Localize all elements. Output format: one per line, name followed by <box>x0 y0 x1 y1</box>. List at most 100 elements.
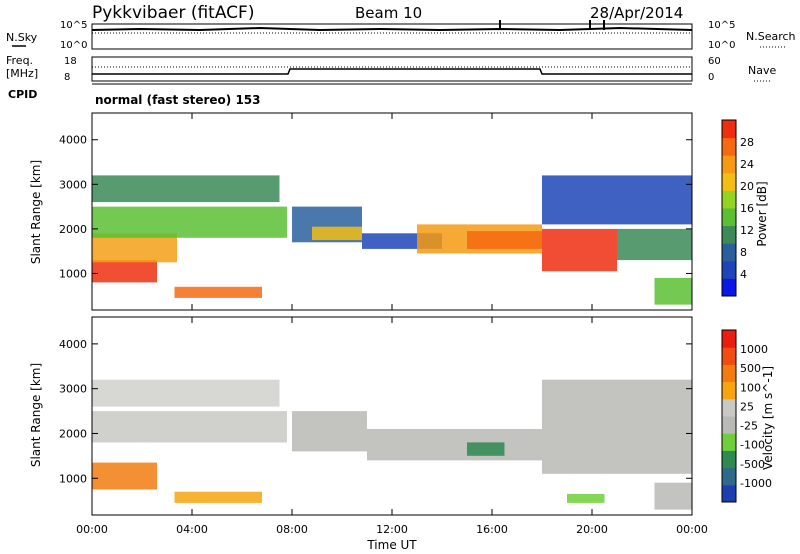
colorbar-segment <box>722 330 736 348</box>
colorbar-segment <box>722 364 736 383</box>
nave-tick-bottom: 0 <box>708 72 714 83</box>
cpid-label: CPID <box>8 88 37 101</box>
y-tick-label: 3000 <box>59 178 87 191</box>
y-tick-label: 1000 <box>59 267 87 280</box>
colorbar-segment <box>722 155 736 174</box>
echo-band <box>654 277 692 305</box>
x-axis-label: Time UT <box>366 538 417 552</box>
y-tick-label: 2000 <box>59 223 87 236</box>
colorbar-tick-label: 100 <box>740 381 761 394</box>
colorbar-tick-label: 16 <box>740 202 754 215</box>
colorbar-tick-label: 28 <box>740 136 754 149</box>
cpid-value: normal (fast stereo) 153 <box>95 93 261 107</box>
power-data-layer <box>92 175 692 305</box>
power-colorbar-label: Power [dB] <box>755 181 769 246</box>
colorbar-tick-label: 12 <box>740 224 754 237</box>
freq-series-line <box>92 68 692 75</box>
beam-label: Beam 10 <box>355 4 422 22</box>
colorbar-segment <box>722 172 736 191</box>
power-y-axis-label: Slant Range [km] <box>29 160 43 264</box>
x-tick-label: 20:00 <box>576 523 608 536</box>
nsky-panel-frame <box>91 23 693 50</box>
power-panel: 1000 2000 3000 4000 Slant Range [km] 4 8 12 16… <box>29 112 769 311</box>
colorbar-tick-label: 25 <box>740 400 754 413</box>
x-tick-label: 00:00 <box>76 523 108 536</box>
echo-band <box>92 379 280 407</box>
echo-band <box>542 175 692 225</box>
colorbar-segment <box>722 484 736 503</box>
echo-band <box>92 260 157 283</box>
x-tick-label: 16:00 <box>476 523 508 536</box>
echo-band <box>367 429 542 461</box>
x-tick-label: 08:00 <box>276 523 308 536</box>
nsky-tick-bottom: 10^0 <box>60 40 87 51</box>
y-tick-label: 1000 <box>59 472 87 485</box>
colorbar-segment <box>722 208 736 227</box>
echo-band <box>92 206 287 238</box>
echo-band <box>92 175 280 203</box>
colorbar-frame <box>721 119 737 297</box>
velocity-panel: 1000 2000 3000 4000 Slant Range [km] 1000 50… <box>29 316 775 516</box>
colorbar-tick-label: 500 <box>740 362 761 375</box>
x-tick-label: 00:00 <box>676 523 708 536</box>
colorbar-tick-label: -500 <box>740 458 765 471</box>
colorbar-segment <box>722 243 736 262</box>
echo-band <box>567 493 605 503</box>
velocity-colorbar-label: Velocity [m s^-1] <box>761 366 775 470</box>
colorbar-segment <box>722 260 736 279</box>
colorbar-segment <box>722 416 736 434</box>
freq-panel-frame <box>91 56 693 82</box>
velocity-colorbar: 1000 500 100 25 -25 -100 -500 -1000 <box>721 329 772 503</box>
colorbar-segment <box>722 120 736 139</box>
colorbar-segment <box>722 398 736 417</box>
colorbar-segment <box>722 137 736 156</box>
echo-band <box>467 442 505 456</box>
time-axis: 00:00 04:00 08:00 12:00 16:00 20:00 00:00 <box>76 113 708 536</box>
date-label: 28/Apr/2014 <box>590 4 683 22</box>
nsearch-label: N.Search <box>746 30 796 43</box>
echo-band <box>312 226 362 241</box>
y-tick-label: 4000 <box>59 134 87 147</box>
freq-tick-top: 18 <box>64 56 77 67</box>
colorbar-tick-label: -25 <box>740 420 758 433</box>
colorbar-tick-label: 24 <box>740 158 754 171</box>
colorbar-frame <box>721 329 737 503</box>
y-tick-label: 2000 <box>59 427 87 440</box>
colorbar-segment <box>722 347 736 365</box>
nsearch-tick-top: 10^5 <box>708 20 735 31</box>
colorbar-tick-label: 1000 <box>740 343 768 356</box>
y-tick-label: 4000 <box>59 338 87 351</box>
nsky-series-line <box>91 26 693 32</box>
nave-label: Nave <box>748 64 776 77</box>
colorbar-segment <box>722 278 736 297</box>
nsky-label: N.Sky <box>6 31 38 44</box>
echo-band <box>542 379 692 474</box>
freq-tick-bottom: 8 <box>64 72 70 83</box>
power-colorbar: 4 8 12 16 20 24 28 <box>721 119 754 297</box>
colorbar-segment <box>722 225 736 244</box>
colorbar-tick-label: -100 <box>740 439 765 452</box>
colorbar-segment <box>722 450 736 469</box>
echo-band <box>92 462 157 490</box>
nsearch-tick-bottom: 10^0 <box>708 40 735 51</box>
nave-tick-top: 60 <box>708 56 721 67</box>
echo-band <box>654 482 692 510</box>
power-y-ticks: 1000 2000 3000 4000 <box>59 134 692 280</box>
echo-band <box>92 411 287 443</box>
colorbar-segment <box>722 467 736 486</box>
nsky-tick-top: 10^5 <box>60 20 87 31</box>
echo-band <box>542 228 617 272</box>
colorbar-tick-label: 8 <box>740 246 747 259</box>
y-tick-label: 3000 <box>59 383 87 396</box>
velocity-y-axis-label: Slant Range [km] <box>29 363 43 467</box>
echo-band <box>174 286 262 298</box>
velocity-y-ticks: 1000 2000 3000 4000 <box>59 338 692 485</box>
freq-unit: [MHz] <box>6 67 38 80</box>
radar-title: Pykkvibaer (fitACF) <box>92 3 254 23</box>
echo-band <box>174 491 262 503</box>
colorbar-segment <box>722 190 736 209</box>
colorbar-tick-label: 4 <box>740 268 747 281</box>
echo-band <box>467 231 542 249</box>
colorbar-tick-label: -1000 <box>740 477 772 490</box>
